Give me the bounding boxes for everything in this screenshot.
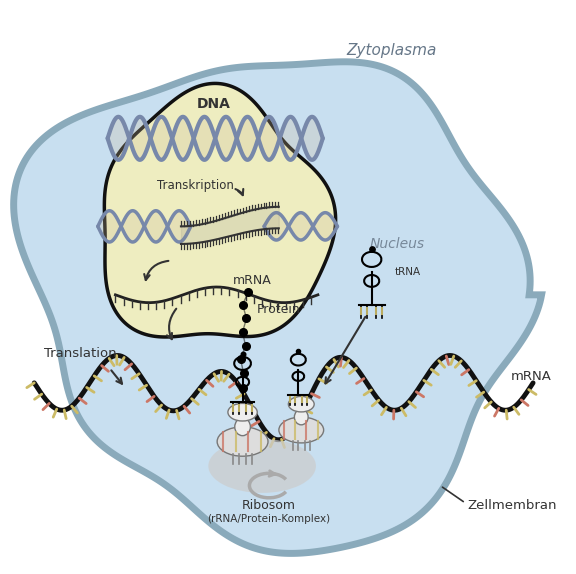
Ellipse shape (289, 397, 314, 412)
Polygon shape (104, 83, 336, 337)
Text: Nucleus: Nucleus (370, 237, 425, 251)
Text: mRNA: mRNA (233, 274, 272, 286)
Text: Translation: Translation (44, 347, 116, 360)
Text: tRNA: tRNA (395, 267, 421, 277)
Text: Ribosom: Ribosom (242, 499, 296, 511)
Ellipse shape (228, 404, 257, 421)
Text: DNA: DNA (196, 97, 230, 111)
Text: Zellmembran: Zellmembran (468, 499, 557, 511)
Ellipse shape (209, 439, 316, 493)
Text: Protein: Protein (256, 303, 300, 316)
Ellipse shape (279, 417, 324, 443)
Text: mRNA: mRNA (510, 370, 551, 382)
Text: (rRNA/Protein-Komplex): (rRNA/Protein-Komplex) (207, 514, 331, 524)
Ellipse shape (235, 418, 251, 436)
Polygon shape (14, 62, 541, 553)
Ellipse shape (217, 427, 268, 456)
Text: Zytoplasma: Zytoplasma (346, 43, 437, 58)
Ellipse shape (294, 409, 308, 425)
Text: Transkription: Transkription (157, 179, 234, 192)
